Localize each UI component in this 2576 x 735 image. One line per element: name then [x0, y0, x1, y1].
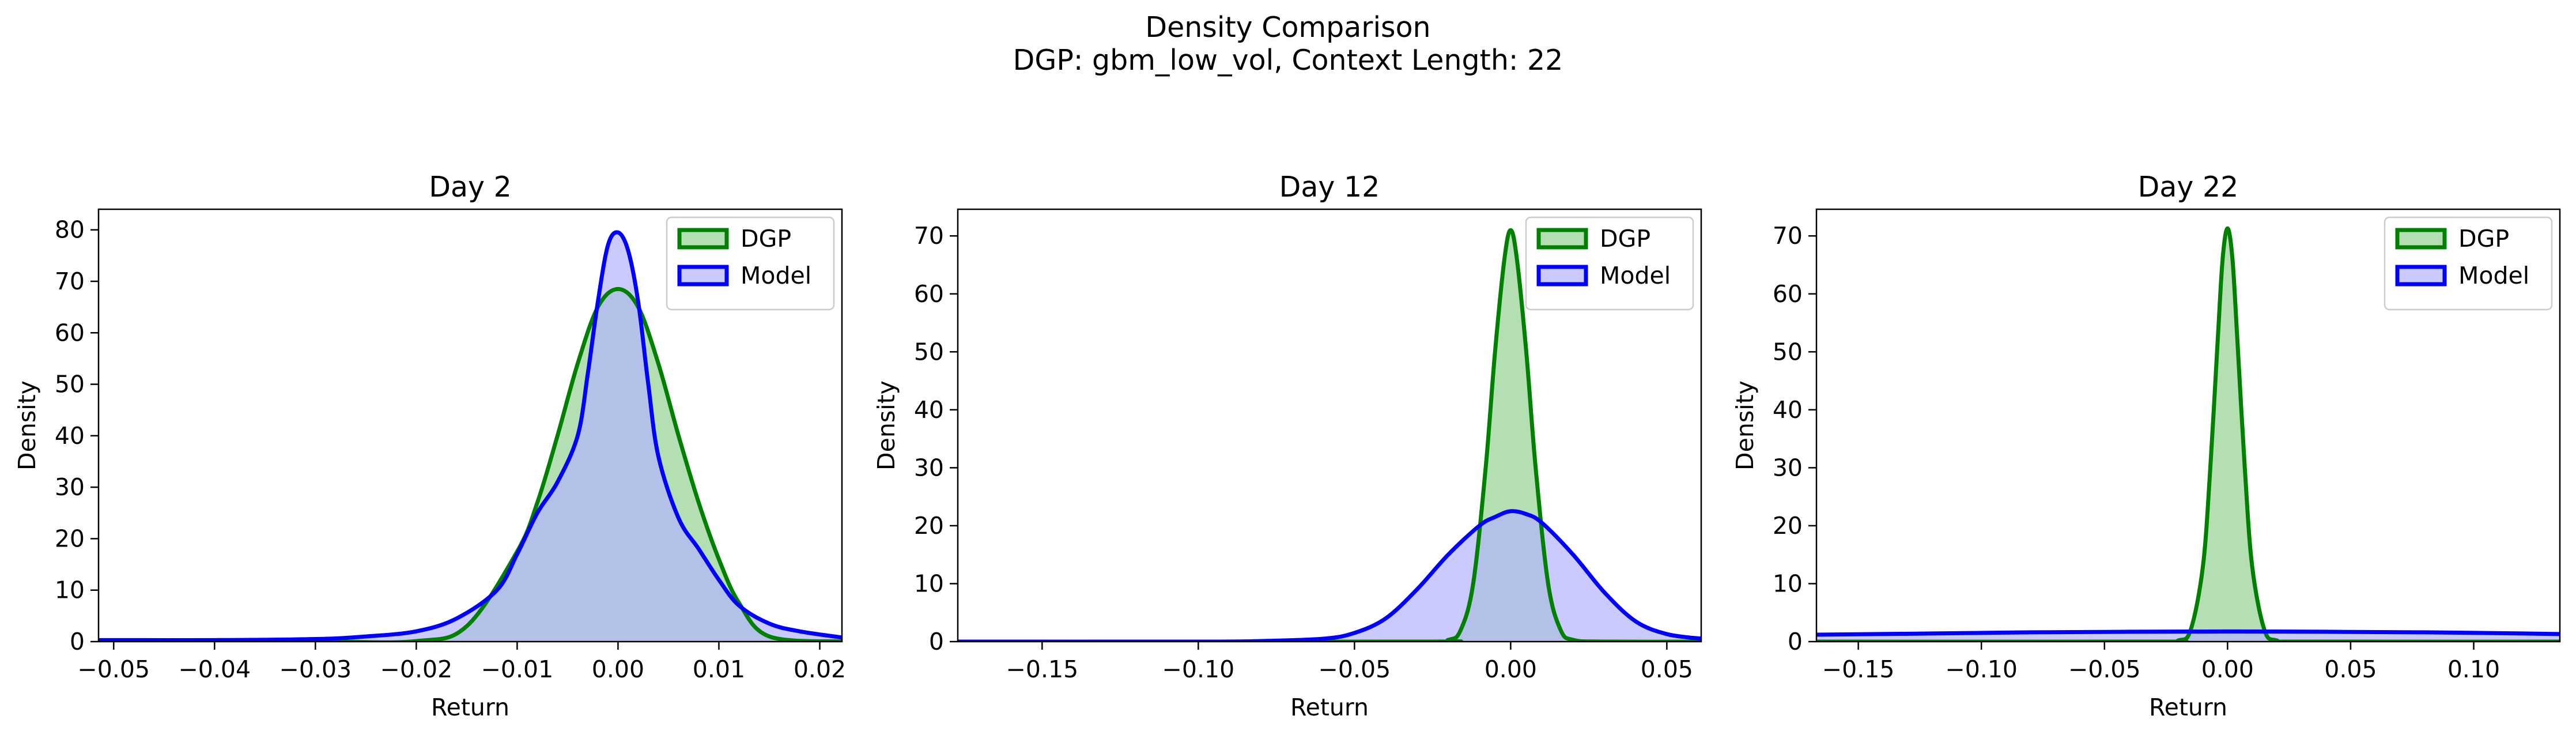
x-tick-label: −0.01	[481, 655, 554, 683]
legend-label-model: Model	[741, 262, 811, 289]
x-tick-label: 0.05	[2324, 655, 2377, 683]
x-tick-label: 0.02	[794, 655, 846, 683]
dgp-density-line	[99, 287, 842, 642]
y-tick-label: 30	[1773, 454, 1803, 481]
y-tick-label: 10	[914, 570, 944, 597]
y-tick-label: 0	[929, 628, 944, 655]
x-tick-label: −0.15	[1006, 655, 1079, 683]
legend-swatch-dgp	[1536, 228, 1588, 250]
y-tick-label: 70	[914, 222, 944, 250]
y-tick-label: 50	[55, 371, 85, 398]
x-tick-label: 0.00	[2201, 655, 2254, 683]
y-tick-label: 10	[1773, 570, 1803, 597]
y-tick-label: 50	[1773, 338, 1803, 365]
legend: DGP Model	[1525, 216, 1694, 311]
y-tick-label: 70	[1773, 222, 1803, 250]
x-tick-label: 0.00	[1485, 655, 1537, 683]
x-tick-label: 0.01	[693, 655, 745, 683]
y-tick-label: 40	[55, 422, 85, 450]
x-tick-label: −0.03	[279, 655, 352, 683]
x-tick-label: −0.15	[1822, 655, 1895, 683]
y-tick-label: 20	[914, 512, 944, 540]
x-axis-label: Return	[2149, 693, 2227, 721]
y-tick-label: 0	[70, 628, 85, 655]
subplot-title: Day 2	[429, 171, 512, 203]
legend-swatch-dgp	[677, 228, 729, 250]
legend-label-dgp: DGP	[2458, 225, 2509, 252]
x-tick-label: −0.02	[380, 655, 453, 683]
subplot-title: Day 12	[1279, 171, 1380, 203]
figure-title: Density Comparison	[1145, 11, 1430, 44]
y-tick-label: 10	[55, 576, 85, 604]
x-tick-label: −0.10	[1162, 655, 1235, 683]
figure-subtitle: DGP: gbm_low_vol, Context Length: 22	[1013, 44, 1563, 77]
y-axis-label: Density	[13, 380, 41, 470]
axes-frame	[97, 208, 843, 643]
legend: DGP Model	[2384, 216, 2553, 311]
x-tick-label: −0.10	[1945, 655, 2018, 683]
model-density-line	[99, 230, 842, 642]
y-tick-label: 60	[1773, 280, 1803, 308]
y-axis-label: Density	[1731, 380, 1759, 470]
axes-frame	[1815, 208, 2561, 643]
subplot-2: −0.15 −0.10 −0.05 0.00 0.05 0 10 20 30 40 50 60 70 Da…	[872, 171, 1702, 721]
y-tick-label: 60	[55, 319, 85, 346]
y-tick-label: 50	[914, 338, 944, 365]
y-tick-label: 0	[1788, 628, 1803, 655]
y-tick-label: 30	[55, 473, 85, 501]
subplot-1: −0.05 −0.04 −0.03 −0.02 −0.01 0.00 0.01 0.02 0 10…	[13, 171, 846, 721]
x-tick-label: −0.05	[2068, 655, 2141, 683]
x-axis-label: Return	[431, 693, 509, 721]
y-tick-label: 40	[914, 396, 944, 424]
x-tick-label: 0.00	[592, 655, 644, 683]
model-density-fill	[99, 232, 842, 642]
x-tick-label: 0.05	[1641, 655, 1693, 683]
y-tick-label: 60	[914, 280, 944, 308]
y-tick-label: 20	[55, 525, 85, 552]
legend-swatch-model	[2395, 265, 2447, 287]
y-tick-label: 20	[1773, 512, 1803, 540]
legend-label-model: Model	[1600, 262, 1671, 289]
legend-label-dgp: DGP	[741, 225, 791, 252]
legend-swatch-model	[1536, 265, 1588, 287]
x-tick-label: −0.05	[77, 655, 150, 683]
y-tick-label: 80	[55, 216, 85, 244]
legend-swatch-model	[677, 265, 729, 287]
subplots: −0.05 −0.04 −0.03 −0.02 −0.01 0.00 0.01 0.02 0 10…	[13, 171, 2561, 721]
subplot-3: −0.15 −0.10 −0.05 0.00 0.05 0.10 0 10 20 30 40 50 60…	[1731, 171, 2561, 721]
y-tick-label: 40	[1773, 396, 1803, 424]
y-tick-label: 30	[914, 454, 944, 481]
subplot-title: Day 22	[2138, 171, 2239, 203]
x-tick-label: 0.10	[2447, 655, 2500, 683]
y-axis-label: Density	[872, 380, 900, 470]
legend-label-model: Model	[2458, 262, 2529, 289]
x-tick-label: −0.04	[178, 655, 251, 683]
legend: DGP Model	[666, 216, 835, 311]
model-density-line	[1816, 629, 2560, 637]
legend-swatch-dgp	[2395, 228, 2447, 250]
x-tick-label: −0.05	[1319, 655, 1391, 683]
y-tick-label: 70	[55, 267, 85, 295]
model-density-fill	[958, 511, 1701, 642]
x-axis-label: Return	[1290, 693, 1369, 721]
axes-frame	[957, 208, 1702, 643]
legend-label-dgp: DGP	[1600, 225, 1650, 252]
